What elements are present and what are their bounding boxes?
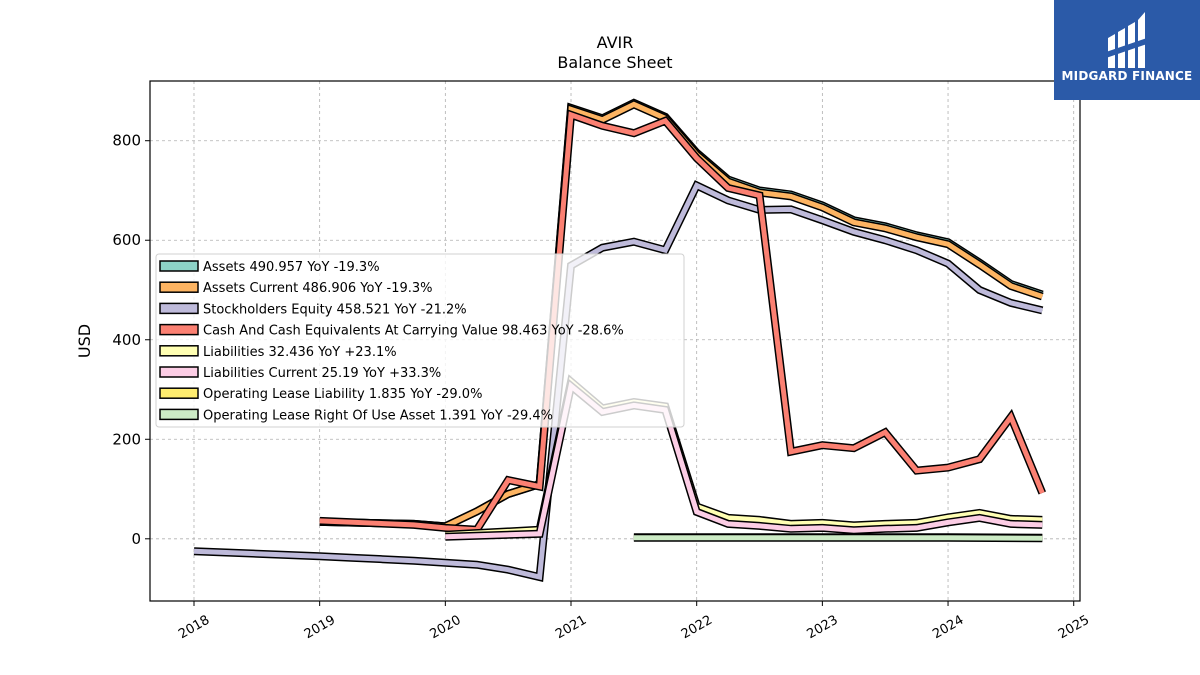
legend-swatch — [159, 366, 199, 378]
legend-box — [155, 253, 685, 428]
legend-entry: Liabilities 32.436 YoY +23.1% — [203, 345, 397, 360]
x-tick-label: 2019 — [302, 613, 338, 643]
plot-frame — [149, 80, 1081, 602]
legend-swatch — [159, 260, 199, 272]
legend-entry: Stockholders Equity 458.521 YoY -21.2% — [203, 302, 467, 317]
legend-swatch — [159, 408, 199, 421]
series-line — [193, 180, 1044, 583]
x-tick-label: 2023 — [805, 613, 841, 643]
legend-swatch — [159, 323, 199, 336]
legend-swatch — [159, 281, 199, 293]
brand-name: MIDGARD FINANCE — [1061, 69, 1193, 83]
chart-title: AVIR — [597, 33, 634, 52]
legend-swatch — [159, 387, 199, 399]
series-line — [633, 533, 1043, 543]
y-tick-label: 200 — [112, 430, 141, 448]
y-axis-label: USD — [75, 324, 94, 358]
x-tick-label: 2024 — [930, 613, 966, 643]
series-layer — [193, 98, 1046, 583]
chart-subtitle: Balance Sheet — [557, 53, 672, 72]
legend-swatch — [159, 345, 199, 357]
series-line — [319, 109, 1046, 534]
x-tick-label: 2018 — [176, 613, 212, 643]
x-tick-label: 2022 — [679, 613, 715, 643]
brand-logo: MIDGARD FINANCE — [1054, 0, 1200, 100]
legend-entry: Liabilities Current 25.19 YoY +33.3% — [203, 366, 441, 381]
midgard-logo-icon — [1106, 12, 1147, 68]
y-tick-label: 400 — [112, 331, 141, 349]
y-tick-label: 800 — [112, 132, 141, 150]
legend-entry: Assets 490.957 YoY -19.3% — [203, 260, 380, 275]
x-tick-label: 2021 — [553, 613, 589, 643]
y-tick-label: 0 — [131, 530, 141, 548]
x-tick-label: 2025 — [1056, 613, 1092, 643]
x-tick-label: 2020 — [428, 613, 464, 643]
legend-entry: Operating Lease Liability 1.835 YoY -29.… — [203, 387, 482, 402]
legend: Assets 490.957 YoY -19.3% Assets Current … — [155, 253, 685, 428]
y-axis-ticks: 0 200 400 600 800 — [112, 132, 150, 548]
legend-swatch — [159, 302, 199, 315]
y-tick-label: 600 — [112, 231, 141, 249]
legend-entry: Cash And Cash Equivalents At Carrying Va… — [203, 324, 624, 339]
legend-entry: Assets Current 486.906 YoY -19.3% — [203, 281, 433, 296]
legend-entry: Operating Lease Right Of Use Asset 1.391… — [203, 408, 553, 423]
x-axis-ticks: 2018 2019 2020 2021 2022 2023 2024 2025 — [176, 601, 1092, 642]
